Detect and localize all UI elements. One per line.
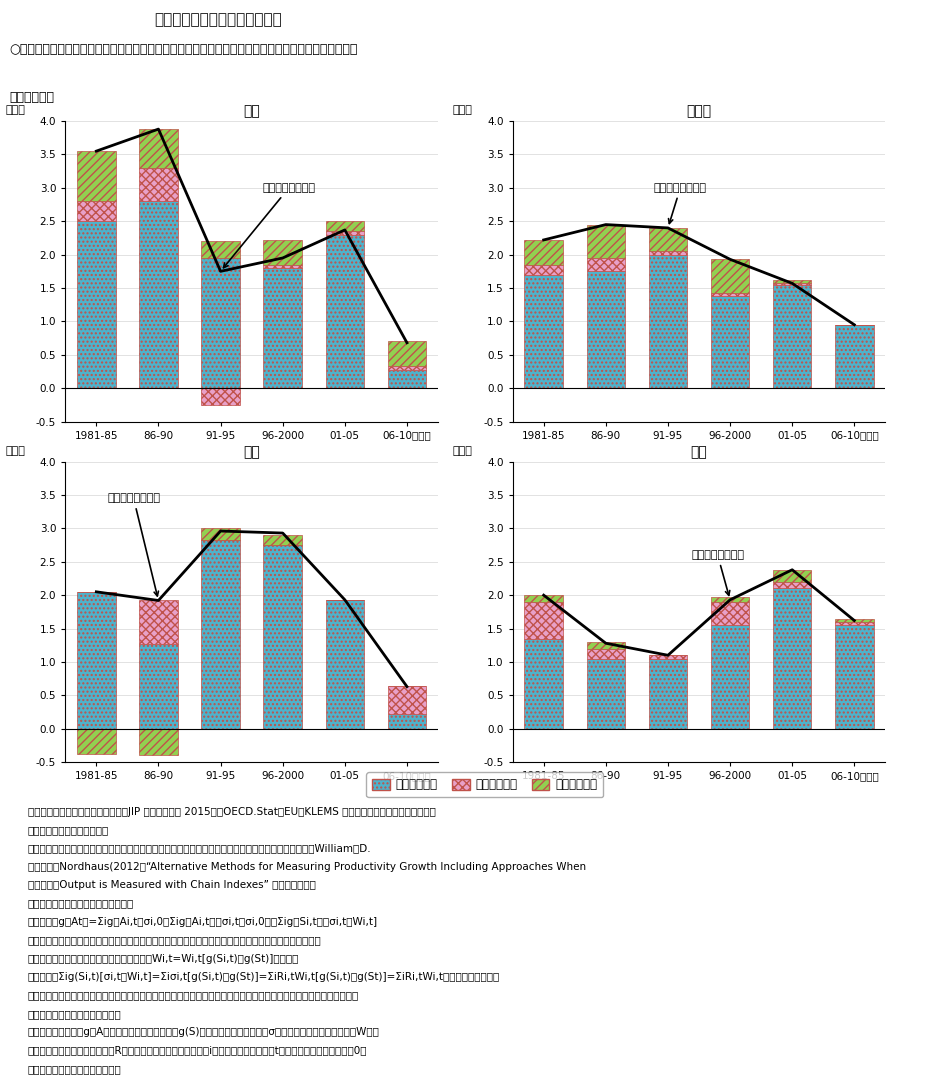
Bar	[711, 602, 749, 625]
Bar	[649, 228, 687, 251]
Bar	[201, 241, 240, 258]
Bar	[711, 293, 749, 296]
Text: みなすことができる。: みなすことができる。	[28, 1009, 122, 1019]
Bar	[586, 271, 625, 388]
Bar	[649, 655, 687, 658]
Bar	[201, 529, 240, 539]
Bar	[264, 535, 302, 545]
Text: g（At）=Σig（Ai,t）σi,0＋Σig（Ai,t）［σi,t－σi,0］＋Σig（Si,t）［σi,t－Wi,t]: g（At）=Σig（Ai,t）σi,0＋Σig（Ai,t）［σi,t－σi,0］…	[28, 917, 378, 927]
Legend: 純生産性要因, ボーモル効果, デニソン効果: 純生産性要因, ボーモル効果, デニソン効果	[366, 773, 603, 797]
Bar	[525, 639, 563, 729]
Bar	[325, 235, 364, 388]
Bar	[773, 582, 812, 588]
Text: （％）: （％）	[453, 445, 473, 455]
Bar	[139, 168, 178, 201]
Bar	[525, 602, 563, 639]
Text: 大きい。: 大きい。	[9, 91, 54, 104]
Text: 資料出所　（独）経済産業研究所『JIP データベース 2015』、OECD.Stat、EU　KLEMS をもとに厚生労働省労働政策担当: 資料出所 （独）経済産業研究所『JIP データベース 2015』、OECD.St…	[28, 806, 436, 817]
FancyBboxPatch shape	[144, 1, 927, 39]
Bar	[77, 201, 116, 222]
Bar	[201, 388, 240, 405]
Text: ○　欧米諸国と比較すると、我が国では産業間の労働移動が労働生産性の上昇に与えるプラスの寄与が: ○ 欧米諸国と比較すると、我が国では産業間の労働移動が労働生産性の上昇に与えるプ…	[9, 43, 358, 56]
Bar	[649, 658, 687, 729]
Bar	[525, 240, 563, 265]
Bar	[835, 622, 873, 625]
Text: 労働生産性上昇率: 労働生産性上昇率	[654, 183, 706, 224]
Bar	[139, 644, 178, 729]
Bar	[325, 222, 364, 231]
Bar	[711, 597, 749, 602]
Text: （注）　１）労働生産性上昇率の、純生産性要因、ボーモル効果、デニソン効果への分解については、William　D.: （注） １）労働生産性上昇率の、純生産性要因、ボーモル効果、デニソン効果への分解…	[28, 843, 372, 854]
Bar	[77, 222, 116, 388]
Text: 基準時点を示す添え字: 基準時点を示す添え字	[28, 1064, 122, 1075]
Text: 労働生産性の高い産業で労働投入量のシェアが高まることにより全体の労働生産性が引き上げられる効果と: 労働生産性の高い産業で労働投入量のシェアが高まることにより全体の労働生産性が引き…	[28, 990, 359, 1001]
Bar	[525, 265, 563, 275]
Title: 英国: 英国	[243, 445, 260, 459]
Text: ２）要因分解式は以下のとおり。: ２）要因分解式は以下のとおり。	[28, 898, 134, 909]
Text: 《純生産性要因》　　　　《ボーモル効果》　　　　　《デニソン効果》: 《純生産性要因》 《ボーモル効果》 《デニソン効果》	[28, 935, 322, 946]
Bar	[835, 324, 873, 388]
Text: 参事官室にて作成: 参事官室にて作成	[28, 825, 109, 836]
Bar	[264, 268, 302, 388]
Text: 労働生産性上昇率: 労働生産性上昇率	[107, 493, 160, 596]
Bar	[525, 275, 563, 388]
Bar	[773, 284, 812, 388]
Bar	[586, 258, 625, 271]
Text: Output is Measured with Chain Indexes” を参考にした。: Output is Measured with Chain Indexes” を…	[28, 880, 316, 891]
Text: Σig(Si,t)[σi,t－Wi,t]=Σiσi,t[g(Si,t)－g(St)]=ΣiRi,tWi,t[g(Si,t)－g(St)]=ΣiRi,tWi,tと: Σig(Si,t)[σi,t－Wi,t]=Σiσi,t[g(Si,t)－g(St…	[28, 972, 500, 983]
Bar	[139, 129, 178, 168]
Bar	[586, 649, 625, 658]
Title: 米国: 米国	[691, 445, 707, 459]
Bar	[711, 625, 749, 729]
Bar	[525, 596, 563, 602]
Bar	[586, 225, 625, 258]
Bar	[388, 366, 426, 370]
Text: 労働生産性上昇率: 労働生産性上昇率	[692, 550, 744, 596]
Bar	[77, 591, 116, 729]
Bar	[388, 715, 426, 729]
Bar	[835, 625, 873, 729]
Bar	[388, 370, 426, 388]
Bar	[773, 280, 812, 283]
Bar	[139, 729, 178, 756]
Text: （％）: （％）	[6, 105, 25, 115]
Bar	[325, 231, 364, 235]
Title: 日本: 日本	[243, 105, 260, 119]
Bar	[201, 539, 240, 729]
Bar	[649, 255, 687, 388]
Bar	[77, 151, 116, 201]
Bar	[264, 545, 302, 729]
Text: 働投入量のシェア、R：相対的な労働生産性の水準、i：産業を示す添え字、t：比較時点を示す添え字、0：: 働投入量のシェア、R：相対的な労働生産性の水準、i：産業を示す添え字、t：比較時…	[28, 1045, 367, 1056]
Bar	[139, 201, 178, 388]
Bar	[139, 600, 178, 644]
Bar	[264, 265, 302, 268]
Bar	[264, 240, 302, 265]
Text: 労働生産性変化率の寄与度分解: 労働生産性変化率の寄与度分解	[154, 13, 281, 27]
Text: 労働生産性上昇率: 労働生産性上昇率	[224, 183, 315, 268]
Bar	[388, 686, 426, 715]
Bar	[586, 658, 625, 729]
Bar	[711, 296, 749, 388]
Bar	[835, 618, 873, 622]
Text: 第2－（3）－19図: 第2－（3）－19図	[7, 13, 101, 27]
Bar	[201, 258, 240, 388]
Text: ただし、g（A）：労働生産性の変化率、g(S)：労働投入量の変化率、σ：名目付加価値額のシェア、W：労: ただし、g（A）：労働生産性の変化率、g(S)：労働投入量の変化率、σ：名目付加…	[28, 1027, 380, 1038]
Bar	[773, 283, 812, 284]
Bar	[586, 642, 625, 649]
Bar	[325, 600, 364, 729]
Text: （％）: （％）	[453, 105, 473, 115]
Title: ドイツ: ドイツ	[687, 105, 711, 119]
Text: （％）: （％）	[6, 445, 25, 455]
Bar	[773, 588, 812, 729]
Bar	[388, 342, 426, 366]
Text: Nordhaus(2012）“Alternative Methods for Measuring Productivity Growth Including A: Nordhaus(2012）“Alternative Methods for M…	[28, 862, 586, 872]
Bar	[649, 251, 687, 255]
Bar	[773, 571, 812, 582]
Bar	[711, 259, 749, 293]
Text: なお、デニソン効果については、Wi,t=Wi,t[g(Si,t)－g(St)]とおき、: なお、デニソン効果については、Wi,t=Wi,t[g(Si,t)－g(St)]と…	[28, 953, 299, 964]
Bar	[77, 729, 116, 755]
